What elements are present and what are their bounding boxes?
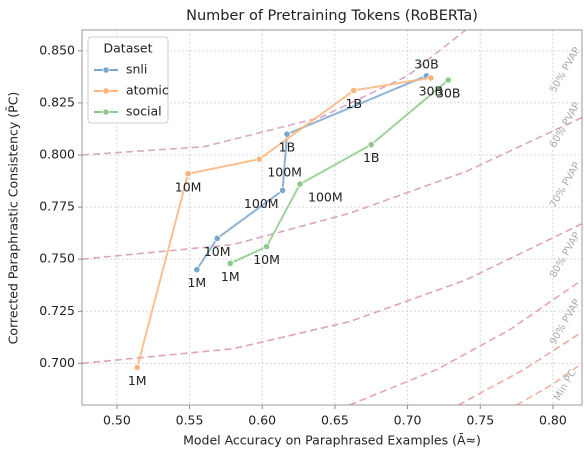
series-line xyxy=(136,76,431,368)
point xyxy=(350,86,358,95)
legend-marker xyxy=(102,87,110,95)
x-tick-label: 0.80 xyxy=(539,413,567,428)
point xyxy=(283,130,291,138)
legend: Dataset snli atomic social xyxy=(87,36,169,124)
point-label: 10M xyxy=(253,252,280,267)
reference-label: Min P̄C xyxy=(551,367,579,403)
point-label: 1B xyxy=(363,150,380,165)
reference-curve xyxy=(82,116,582,260)
legend-marker xyxy=(102,66,110,74)
reference-label: 60% PVAP xyxy=(548,101,583,150)
legend-label: snli xyxy=(126,62,147,77)
chart-title: Number of Pretraining Tokens (RoBERTa) xyxy=(186,8,478,24)
reference-curve xyxy=(82,223,582,365)
x-tick-label: 0.70 xyxy=(394,413,422,428)
x-tick-label: 0.60 xyxy=(248,413,276,428)
point-label: 100M xyxy=(244,196,279,211)
x-tick-label: 0.65 xyxy=(321,413,349,428)
point-label: 10M xyxy=(204,244,231,259)
x-tick-label: 0.55 xyxy=(176,413,204,428)
series-line xyxy=(195,74,427,271)
point xyxy=(133,363,141,372)
reference-curve xyxy=(82,30,467,156)
point-label: 1M xyxy=(128,373,147,388)
point xyxy=(427,74,435,82)
point-label: 1M xyxy=(187,275,206,290)
point xyxy=(278,186,287,195)
reference-curve xyxy=(458,331,582,405)
point-label: 1B xyxy=(279,140,296,155)
x-tick-label: 0.50 xyxy=(103,413,131,428)
legend-label: social xyxy=(126,104,162,119)
plot-frame xyxy=(81,29,583,406)
point-label: 1M xyxy=(221,269,240,284)
point-label: 30B xyxy=(436,86,460,101)
y-tick-label: 0.825 xyxy=(39,94,75,109)
y-tick-label: 0.775 xyxy=(39,199,75,214)
point-label: 30B xyxy=(414,56,438,71)
point xyxy=(444,76,452,84)
point xyxy=(193,265,201,274)
point xyxy=(367,140,375,149)
legend-label: atomic xyxy=(126,83,169,98)
y-tick-label: 0.750 xyxy=(39,251,75,266)
point-label: 100M xyxy=(267,165,302,180)
reference-curve xyxy=(349,279,582,405)
y-tick-label: 0.700 xyxy=(39,355,75,370)
legend-marker xyxy=(102,108,110,116)
y-tick-label: 0.800 xyxy=(39,147,75,162)
plot-area xyxy=(82,30,582,405)
point-label: 1B xyxy=(346,96,363,111)
x-tick-label: 0.75 xyxy=(466,413,494,428)
y-axis-label: Corrected Paraphrastic Consistency (P̄C) xyxy=(6,92,21,345)
point xyxy=(226,259,234,267)
reference-label: 70% PVAP xyxy=(548,161,583,210)
point-label: 10M xyxy=(175,179,202,194)
legend-box xyxy=(87,36,169,124)
reference-curve xyxy=(516,362,582,405)
point xyxy=(184,170,192,178)
point xyxy=(296,180,304,188)
y-tick-label: 0.850 xyxy=(39,42,75,57)
point-label: 100M xyxy=(308,190,343,205)
point-label: 30B xyxy=(419,83,443,98)
point xyxy=(262,243,271,251)
point xyxy=(255,155,263,163)
x-axis-label: Model Accuracy on Paraphrased Examples (… xyxy=(183,433,481,448)
y-tick-label: 0.725 xyxy=(39,303,75,318)
point xyxy=(213,234,221,242)
legend-title: Dataset xyxy=(104,41,153,56)
